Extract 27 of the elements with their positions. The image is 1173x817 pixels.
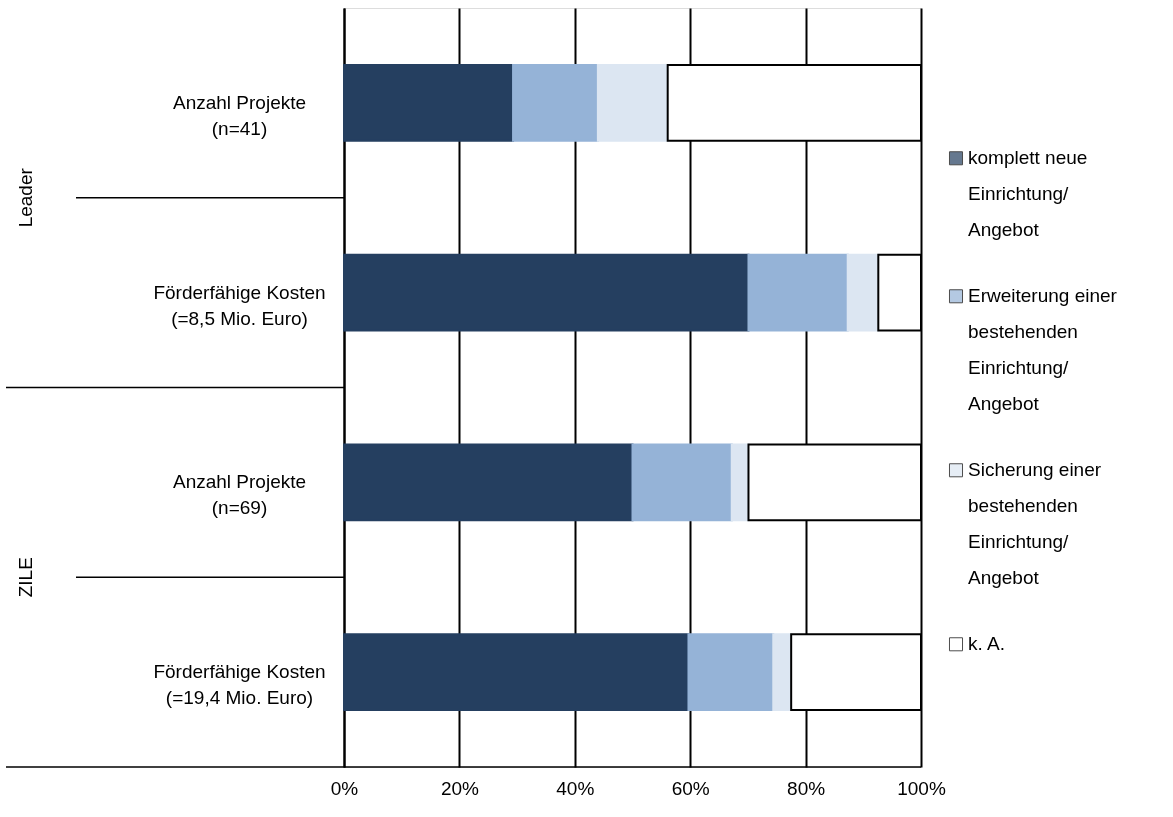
bar: [512, 63, 599, 142]
bar: [343, 63, 515, 142]
bar: [631, 443, 733, 522]
legend-label: Erweiterung einer bestehenden Einrichtung/ Angebot: [968, 285, 1118, 415]
x-tick-label: 20%: [440, 777, 480, 799]
x-tick-label: 80%: [787, 777, 826, 799]
x-tick-label: 100%: [897, 777, 946, 799]
bar: [343, 443, 634, 522]
y-tick-label: Anzahl Projekte (n=69): [172, 471, 307, 519]
bar: [596, 63, 669, 142]
bar: [343, 633, 690, 712]
bar: [343, 253, 750, 332]
x-tick-label: 40%: [556, 777, 595, 799]
y-tick-label: Anzahl Projekte (n=41): [172, 91, 307, 139]
bar: [747, 253, 849, 332]
y-tick-label: Förderfähige Kosten (=19,4 Mio. Euro): [153, 661, 326, 709]
bar: [772, 633, 793, 712]
x-tick-label: 0%: [330, 777, 359, 799]
text: ZILE: [15, 557, 36, 598]
legend-label: komplett neue Einrichtung/ Angebot: [968, 147, 1088, 241]
legend-label: k. A.: [968, 633, 1005, 655]
text: Leader: [15, 167, 36, 228]
bar: [846, 253, 880, 332]
y-tick-label: Förderfähige Kosten (=8,5 Mio. Euro): [153, 281, 326, 329]
x-tick-label: 60%: [671, 777, 710, 799]
legend-label: Sicherung einer bestehenden Einrichtung/ Angebot: [968, 459, 1102, 589]
bar: [687, 633, 775, 712]
